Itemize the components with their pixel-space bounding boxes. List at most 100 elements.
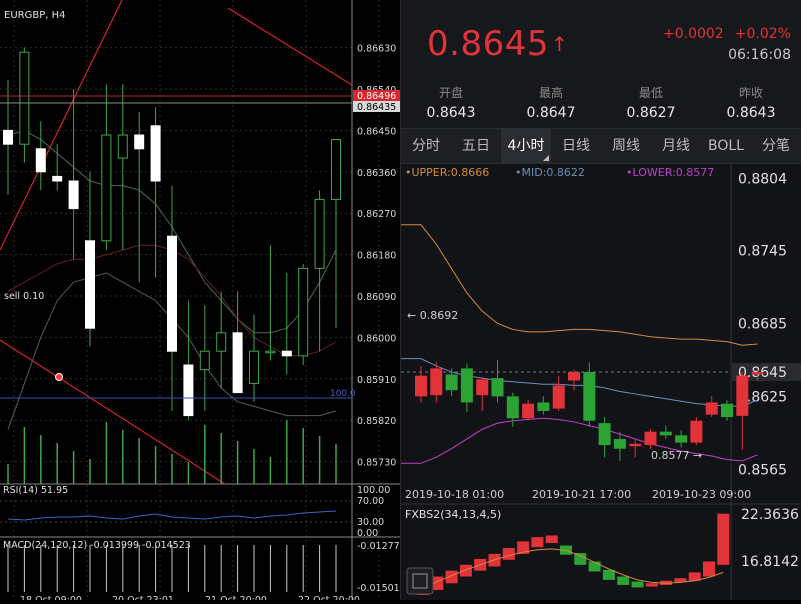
- sub-indicator-bar: [517, 541, 530, 554]
- candle-body: [101, 134, 112, 242]
- bid-price-label: 0.86496: [357, 91, 396, 102]
- legend-mid: •MID:0.8622: [515, 166, 585, 179]
- price-tick-label: 0.8625: [738, 389, 787, 405]
- candle-body: [19, 51, 30, 145]
- rsi-line: [7, 510, 337, 521]
- candle-body: [430, 368, 443, 396]
- tab-daily[interactable]: 日线: [562, 138, 590, 154]
- time-axis-label: 2019-10-18 01:00: [405, 488, 504, 501]
- tab-4-hour[interactable]: 4小时: [501, 129, 551, 163]
- time-axis-label: 22 Oct 20:00: [298, 595, 360, 600]
- order-marker: [55, 373, 63, 381]
- tab-intraday[interactable]: 分时: [412, 138, 440, 154]
- candle-body: [314, 198, 325, 269]
- macd-tick-label: -0.01277: [357, 541, 400, 552]
- mt-chart[interactable]: 100.00.866300.865400.864500.863600.86270…: [0, 0, 400, 604]
- sell-label: sell 0.10: [4, 291, 44, 302]
- stat-label: 开盘: [438, 86, 463, 100]
- candle-body: [629, 443, 642, 447]
- time-axis-label: 21 Oct 20:00: [205, 595, 267, 600]
- price-tick-label: 0.85910: [357, 375, 396, 386]
- sub-indicator-bar: [588, 561, 601, 572]
- candle-body: [659, 431, 672, 436]
- price-tick-label: 0.86090: [357, 292, 396, 303]
- candle-body: [199, 350, 210, 371]
- candle-body: [583, 372, 596, 421]
- max-price-label: ← 0.8692: [407, 309, 458, 322]
- sub-tick-label: 16.8142: [741, 554, 799, 570]
- ask-price-label: 0.86435: [357, 102, 396, 113]
- stat-label: 最高: [538, 86, 563, 100]
- sub-indicator-bar: [531, 537, 544, 548]
- candle-body: [35, 148, 46, 173]
- sub-indicator-bar: [674, 578, 687, 583]
- candle-body: [644, 431, 657, 446]
- tab-weekly[interactable]: 周线: [612, 138, 640, 154]
- candle-body: [298, 267, 309, 357]
- candle-body: [3, 129, 13, 145]
- candle-body: [598, 423, 611, 446]
- candle-body: [460, 368, 473, 403]
- candle-body: [506, 396, 519, 419]
- quote-header: 0.8645 ↑ +0.0002 +0.02% 06:16:08: [401, 0, 801, 78]
- sub-indicator-label: FXBS2(34,13,4,5): [405, 508, 501, 521]
- quote-stats: 开盘 0.8643 最高 0.8647 最低 0.8627 昨收 0.8643: [401, 78, 801, 128]
- candle-body: [522, 403, 535, 419]
- candle-body: [85, 240, 95, 329]
- rsi-label: RSI(14) 51.95: [3, 485, 68, 496]
- price-tick-label: 0.86180: [357, 251, 396, 262]
- candle-body: [476, 379, 489, 396]
- up-arrow-icon: ↑: [550, 32, 569, 56]
- expand-icon: [406, 567, 434, 595]
- boll-chart[interactable]: •UPPER:0.8666 •MID:0.8622 •LOWER:0.8577 0.8…: [401, 162, 801, 600]
- price-tick-label: 0.8804: [738, 172, 787, 188]
- current-price: 0.8645 ↑: [427, 24, 568, 64]
- boll-upper-line: [401, 224, 758, 346]
- tab-ticks[interactable]: 分笔: [762, 138, 790, 154]
- sub-indicator-bar: [703, 561, 715, 577]
- bid-price-tag: [353, 90, 400, 101]
- macd-tick-label: -0.01501: [357, 583, 400, 594]
- price-tick-label: 0.85730: [357, 458, 396, 469]
- period-tabs: 分时 五日 4小时 日线 周线 月线 BOLL 分笔: [401, 128, 801, 164]
- sub-indicator-line: [422, 548, 724, 589]
- candle-body: [249, 350, 259, 384]
- rsi-tick-label: 30.00: [357, 517, 384, 528]
- quote-time: 06:16:08: [728, 47, 791, 63]
- sub-tick-label: 22.3636: [741, 507, 799, 523]
- candle-body: [705, 402, 718, 415]
- price-tick-label: 0.86450: [357, 126, 396, 137]
- legend-upper: •UPPER:0.8666: [405, 166, 489, 179]
- candle-body: [721, 403, 733, 418]
- candle-body: [183, 364, 194, 417]
- candle-body: [415, 375, 427, 397]
- stat-open: 开盘 0.8643: [401, 84, 501, 121]
- tab-five-day[interactable]: 五日: [462, 138, 490, 154]
- rsi-tick-label: 100.00: [357, 485, 390, 496]
- candle-body: [167, 235, 177, 352]
- stat-label: 最低: [638, 86, 663, 100]
- sub-indicator-bar: [459, 564, 472, 577]
- candle-body: [134, 134, 145, 150]
- tab-boll[interactable]: BOLL: [708, 138, 744, 154]
- price-tick-label: 0.86360: [357, 168, 396, 179]
- tab-monthly[interactable]: 月线: [662, 138, 690, 154]
- quote-panel: 0.8645 ↑ +0.0002 +0.02% 06:16:08 开盘 0.8643…: [401, 0, 801, 600]
- candle-body: [613, 438, 626, 449]
- sub-indicator-bar: [502, 548, 515, 560]
- price-tick-label: 0.8685: [738, 316, 787, 332]
- price-tick-label: 0.8745: [738, 243, 787, 259]
- time-axis-label: 2019-10-21 17:00: [532, 488, 631, 501]
- trend-line: [0, 339, 226, 485]
- price-tick-label: 0.8565: [738, 462, 787, 478]
- rsi-tick-label: 70.00: [357, 496, 384, 507]
- change-percent: +0.02%: [734, 26, 791, 42]
- ask-price-tag: [353, 101, 400, 112]
- price-tick-label: 0.85820: [357, 416, 396, 427]
- sub-indicator-bar: [717, 513, 730, 565]
- trend-line: [227, 7, 353, 86]
- mt-chart-panel[interactable]: 100.00.866300.865400.864500.863600.86270…: [0, 0, 400, 604]
- stat-value: 0.8627: [626, 105, 676, 121]
- sub-indicator-bar: [445, 570, 458, 584]
- panel-divider: [400, 0, 401, 600]
